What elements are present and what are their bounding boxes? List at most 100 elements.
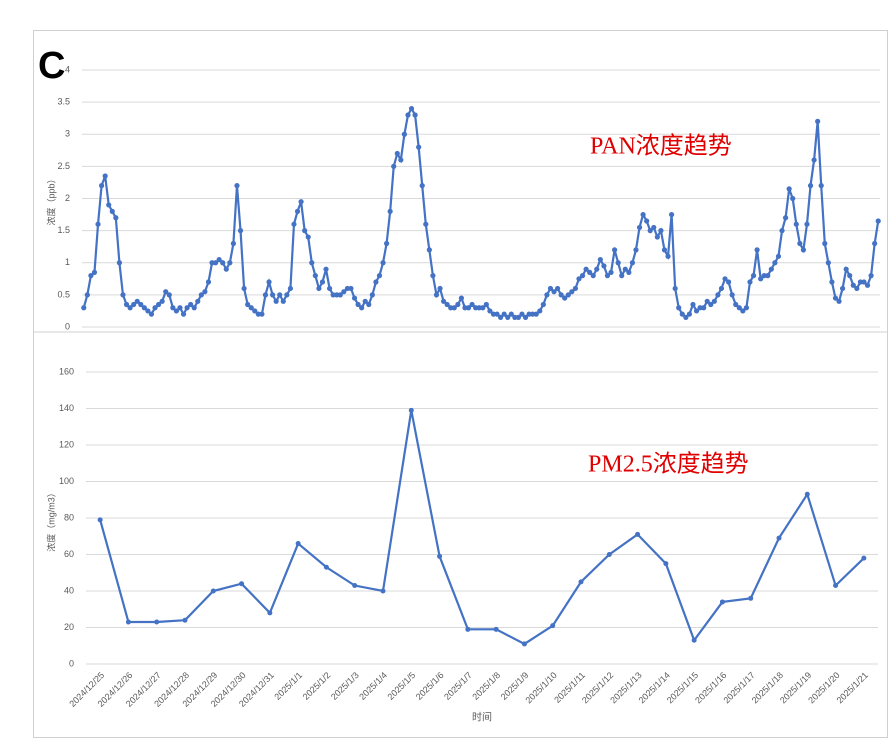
data-point (366, 301, 372, 308)
data-point (857, 279, 864, 285)
data-point (604, 273, 611, 279)
data-point (572, 285, 579, 292)
data-point (163, 289, 169, 295)
data-line (82, 106, 880, 319)
data-point (319, 279, 326, 285)
data-point (704, 298, 710, 304)
y-tick-label: 3 (65, 129, 70, 139)
data-point (120, 292, 126, 298)
x-tick-label: 2025/1/3 (329, 670, 361, 702)
data-point (797, 240, 803, 247)
y-tick-label: 2.5 (57, 161, 70, 171)
data-point (430, 273, 436, 279)
data-point (209, 260, 215, 266)
data-point (521, 641, 527, 647)
x-tick-label: 2025/1/1 (272, 670, 304, 702)
data-point (230, 240, 237, 247)
data-point (811, 157, 817, 163)
data-point (326, 285, 333, 292)
data-point (148, 311, 155, 317)
data-point (487, 308, 493, 314)
data-point (102, 173, 108, 179)
data-point (180, 311, 187, 317)
x-tick-label: 2025/1/4 (357, 670, 389, 702)
data-point (793, 221, 799, 227)
y-tick-label: 3.5 (57, 97, 70, 107)
data-point (145, 308, 151, 314)
data-point (267, 610, 273, 616)
data-point (323, 266, 329, 272)
data-point (790, 195, 796, 202)
data-point (615, 260, 621, 266)
data-point (697, 305, 703, 311)
data-point (804, 221, 810, 227)
data-point (116, 260, 123, 266)
data-point (212, 260, 219, 266)
data-point (269, 292, 276, 298)
data-point (309, 260, 315, 266)
data-point (154, 619, 160, 625)
y-axis-label: 浓度（mg/m3） (45, 488, 56, 552)
data-point (850, 282, 856, 288)
y-tick-label: 0.5 (57, 289, 70, 299)
data-point (159, 298, 165, 304)
data-point (480, 305, 486, 311)
data-point (369, 292, 375, 298)
data-point (170, 305, 176, 311)
data-point (408, 407, 414, 413)
y-tick-label: 0 (65, 321, 70, 331)
data-point (387, 208, 393, 214)
data-point (316, 285, 322, 292)
data-point (373, 279, 379, 285)
data-point (155, 301, 162, 308)
data-point (829, 279, 835, 285)
data-point (352, 583, 358, 589)
data-point (558, 292, 564, 298)
data-point (88, 273, 94, 279)
data-point (629, 260, 636, 266)
data-point (330, 292, 336, 298)
data-point (423, 221, 429, 227)
data-point (658, 228, 664, 234)
data-point (800, 247, 807, 253)
data-point (490, 311, 497, 317)
data-point (416, 144, 422, 150)
data-point (626, 269, 632, 275)
data-point (743, 305, 750, 311)
data-point (640, 211, 646, 218)
data-point (854, 285, 860, 292)
data-point (294, 208, 301, 214)
x-tick-label: 2025/1/6 (414, 670, 446, 702)
data-point (758, 276, 764, 282)
data-point (779, 228, 785, 234)
data-point (483, 301, 489, 308)
data-point (451, 305, 457, 311)
data-point (775, 253, 782, 259)
data-line (99, 410, 865, 646)
data-point (355, 301, 361, 308)
data-point (166, 292, 172, 298)
data-point (391, 163, 397, 169)
data-point (537, 308, 543, 314)
data-point (380, 588, 386, 594)
data-point (608, 269, 614, 275)
data-point (252, 308, 258, 314)
data-point (433, 292, 440, 298)
data-point (84, 292, 90, 298)
data-point (722, 276, 728, 282)
data-point (719, 599, 725, 605)
data-point (138, 301, 144, 308)
data-point (334, 292, 340, 298)
data-point (512, 314, 518, 320)
data-point (255, 311, 261, 317)
data-point (113, 215, 119, 221)
data-point (177, 305, 183, 311)
data-point (733, 301, 739, 308)
data-point (522, 314, 529, 320)
data-point (847, 273, 853, 279)
x-tick-label: 2025/1/7 (442, 670, 474, 702)
data-point (401, 131, 408, 137)
data-point (754, 247, 760, 253)
data-point (565, 292, 571, 298)
